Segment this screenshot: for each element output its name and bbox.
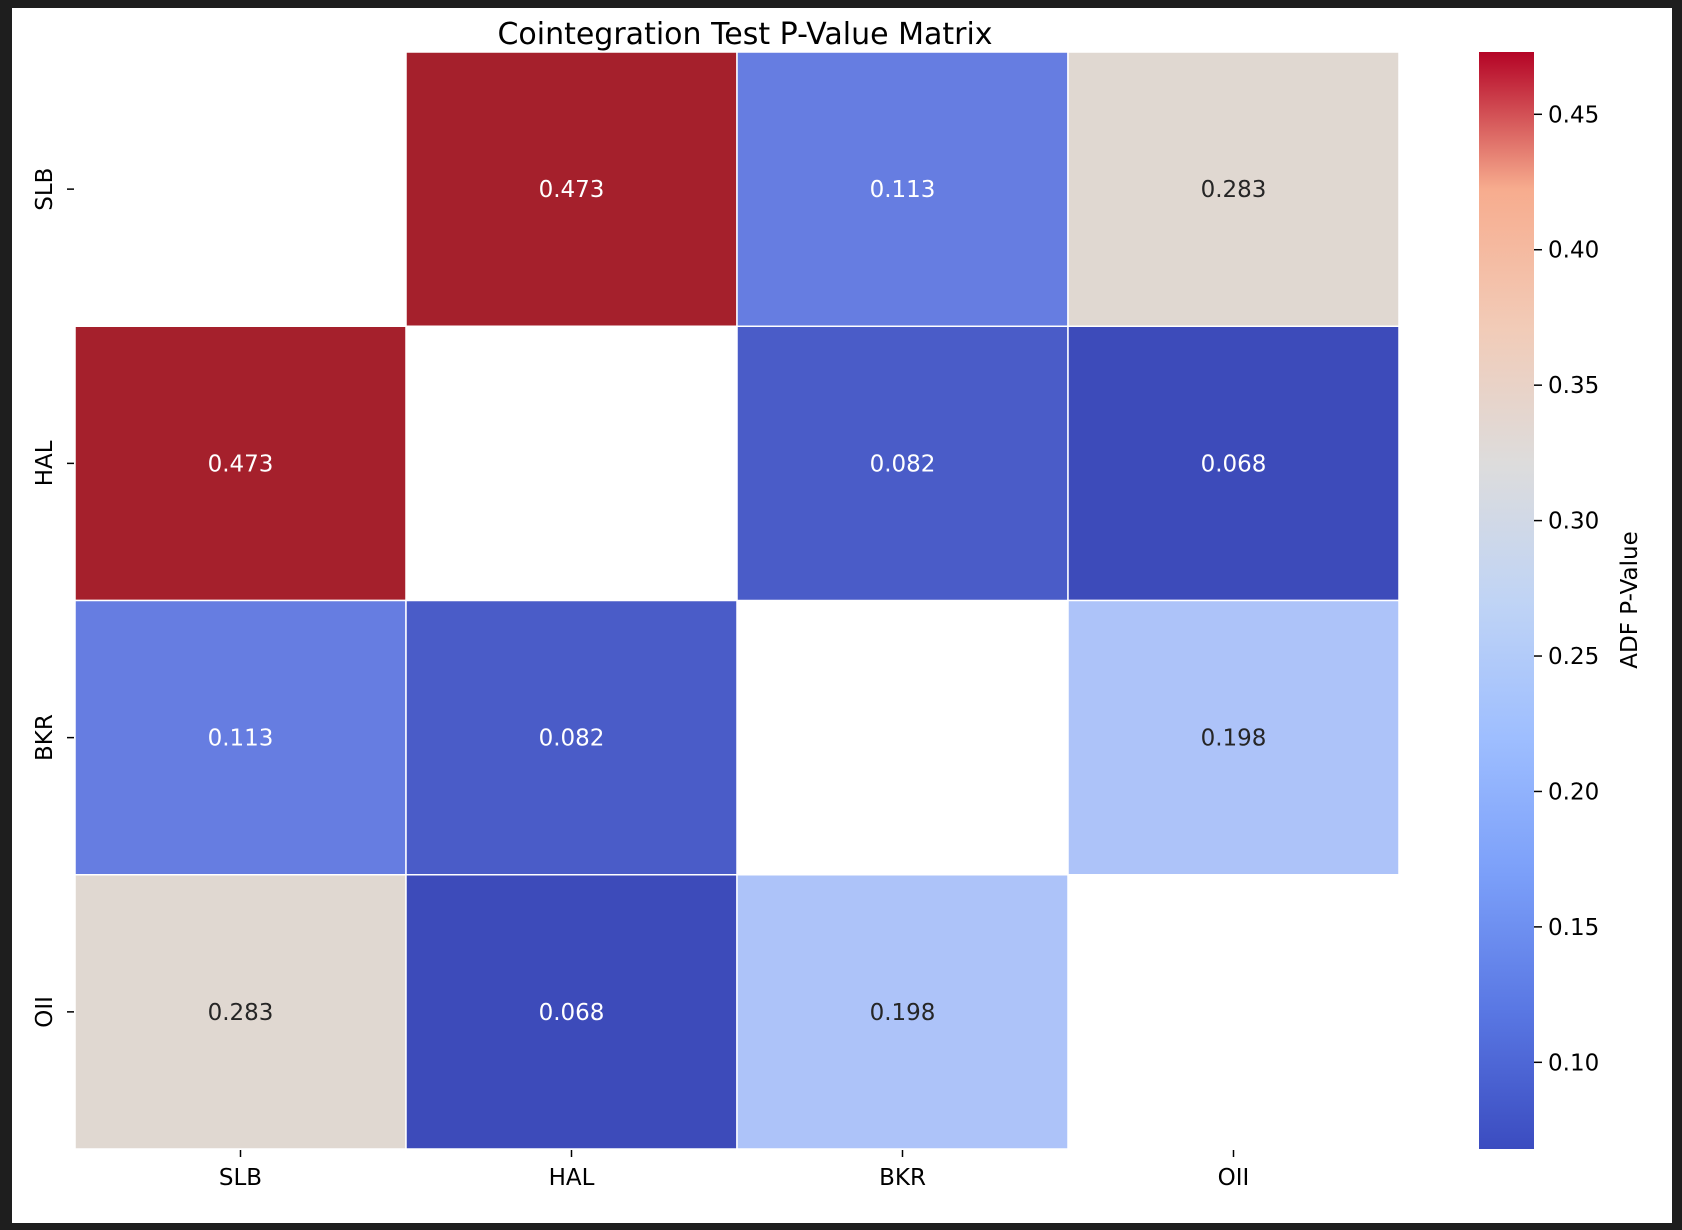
colorbar-tick-label: 0.25 (1548, 644, 1599, 670)
cell-value-label: 0.198 (1201, 726, 1267, 752)
cell-value-label: 0.113 (208, 726, 274, 752)
colorbar-tick-label: 0.10 (1548, 1050, 1599, 1076)
colorbar-label: ADF P-Value (1617, 531, 1643, 668)
heatmap-cell (736, 874, 1069, 1150)
y-tick-label: BKR (32, 714, 58, 761)
x-tick-label: BKR (879, 1165, 926, 1191)
cell-value-label: 0.068 (539, 1000, 605, 1026)
chart-title: Cointegration Test P-Value Matrix (497, 17, 992, 52)
colorbar-tick-label: 0.30 (1548, 509, 1599, 535)
heatmap-cell (74, 325, 407, 602)
cell-value-label: 0.068 (1201, 451, 1267, 477)
x-tick-label: OII (1218, 1165, 1250, 1191)
heatmap-cell (736, 51, 1069, 327)
heatmap-cell (736, 325, 1069, 602)
heatmap-cell (1067, 51, 1400, 327)
heatmap-cell (74, 599, 407, 876)
cell-value-label: 0.283 (1201, 177, 1267, 203)
y-axis: SLB HAL BKR OII (32, 168, 74, 1028)
cell-value-label: 0.082 (870, 451, 936, 477)
colorbar-tick-label: 0.45 (1548, 102, 1599, 128)
y-tick-label: OII (32, 996, 58, 1028)
x-tick-label: SLB (219, 1165, 262, 1191)
cell-value-label: 0.198 (870, 1000, 936, 1026)
cell-value-label: 0.283 (208, 1000, 274, 1026)
heatmap-cell (74, 874, 407, 1150)
cell-value-label: 0.082 (539, 726, 605, 752)
cell-value-label: 0.473 (539, 177, 605, 203)
cell-value-label: 0.113 (870, 177, 936, 203)
colorbar (1479, 52, 1534, 1149)
heatmap-cell (1067, 325, 1400, 602)
colorbar-gradient (1479, 52, 1534, 1149)
colorbar-tick-label: 0.40 (1548, 238, 1599, 264)
cell-value-label: 0.473 (208, 451, 274, 477)
heatmap-cell (1067, 599, 1400, 876)
colorbar-ticks: 0.10 0.15 0.20 0.25 0.30 0.35 0.40 0.45 (1534, 102, 1599, 1076)
heatmap-chart: Cointegration Test P-Value Matrix 0.473 0… (32, 17, 1643, 1191)
heatmap-cell (405, 51, 738, 327)
heatmap-cell (405, 599, 738, 876)
figure: Cointegration Test P-Value Matrix 0.473 0… (12, 8, 1672, 1223)
y-tick-label: SLB (32, 168, 58, 211)
cell-annotations: 0.473 0.113 0.283 0.473 0.082 0.068 0.113 0.082… (208, 177, 1267, 1026)
colorbar-tick-label: 0.15 (1548, 915, 1599, 941)
colorbar-tick-label: 0.20 (1548, 779, 1599, 805)
x-axis: SLB HAL BKR OII (219, 1150, 1249, 1191)
colorbar-tick-label: 0.35 (1548, 373, 1599, 399)
y-tick-label: HAL (32, 440, 58, 486)
x-tick-label: HAL (549, 1165, 595, 1191)
heatmap-cells (74, 51, 1400, 1150)
